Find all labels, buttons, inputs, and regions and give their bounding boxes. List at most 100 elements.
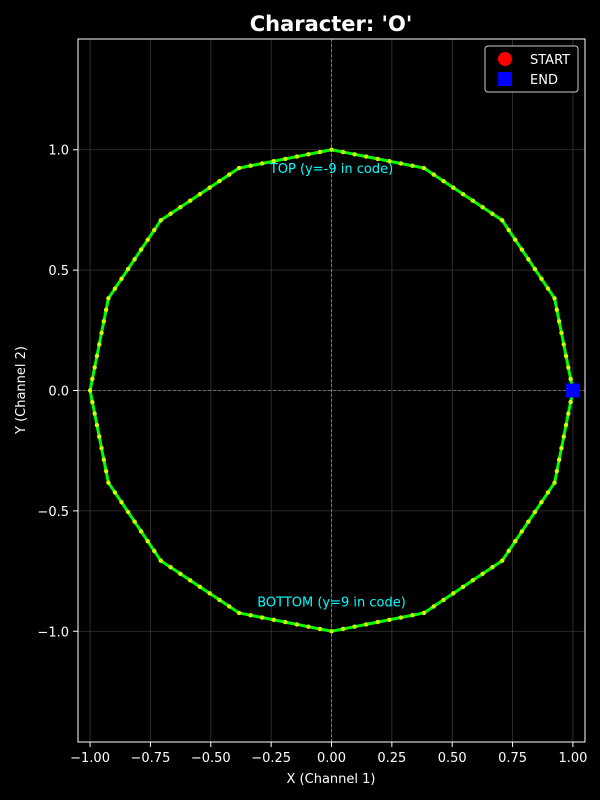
trajectory-point — [431, 172, 436, 177]
trajectory-point — [317, 626, 323, 632]
zero-crosshair — [78, 39, 585, 742]
trajectory-point — [158, 558, 164, 563]
trajectory-point — [490, 211, 495, 216]
trajectory-point — [490, 565, 495, 570]
legend: START END — [484, 45, 579, 93]
trajectory-point — [259, 161, 265, 166]
trajectory-point — [294, 154, 300, 159]
trajectory-point — [283, 156, 288, 162]
trajectory-point — [499, 558, 505, 563]
trajectory-point — [532, 509, 538, 515]
trajectory-point — [480, 571, 485, 576]
trajectory-point — [398, 161, 404, 166]
trajectory-point — [145, 237, 150, 242]
trajectory-point — [197, 191, 203, 197]
x-tick-label: −1.00 — [70, 751, 110, 766]
trajectory-point — [499, 218, 505, 223]
trajectory-point — [132, 519, 137, 524]
trajectory-point — [112, 286, 118, 291]
trajectory-point — [431, 604, 436, 609]
y-tick-label: −0.5 — [37, 505, 69, 520]
trajectory-point — [506, 548, 511, 554]
trajectory-point — [197, 584, 203, 590]
trajectory-point — [187, 198, 193, 203]
trajectory-point — [101, 457, 107, 462]
trajectory-point — [363, 154, 369, 159]
trajectory-point — [506, 227, 511, 233]
trajectory-point — [158, 218, 164, 223]
y-axis-label: Y (Channel 2) — [14, 346, 29, 435]
x-tick-label: 0.25 — [377, 751, 406, 766]
annotation-layer: TOP (y=-9 in code) BOTTOM (y=9 in code) — [257, 162, 406, 610]
annotation-bottom: BOTTOM (y=9 in code) — [257, 595, 406, 610]
trajectory-point — [554, 468, 560, 474]
trajectory-point — [97, 434, 102, 439]
trajectory-point — [513, 237, 518, 242]
trajectory-point — [441, 597, 446, 603]
trajectory-point — [271, 617, 276, 623]
trajectory-point — [552, 296, 557, 301]
trajectory-point — [187, 578, 193, 583]
trajectory-point — [470, 578, 476, 583]
trajectory-point — [561, 434, 566, 439]
trajectory-point — [559, 330, 564, 336]
x-tick-label: −0.25 — [251, 751, 291, 766]
trajectory-point — [556, 457, 562, 462]
trajectory-point — [112, 490, 118, 495]
trajectory-point — [236, 610, 242, 616]
x-tick-label: 0.75 — [498, 751, 527, 766]
trajectory-point — [101, 319, 107, 324]
trajectory-point — [552, 480, 557, 485]
trajectory-point — [352, 152, 357, 157]
trajectory-point — [340, 149, 346, 155]
trajectory-point — [568, 399, 573, 405]
trajectory-point — [178, 571, 183, 576]
trajectory-point — [168, 211, 173, 216]
trajectory-point — [451, 591, 456, 596]
trajectory-point — [125, 266, 131, 272]
trajectory-point — [283, 619, 288, 625]
trajectory-point — [217, 178, 222, 184]
trajectory-point — [363, 622, 369, 627]
trajectory-point — [387, 617, 392, 623]
trajectory-point — [106, 296, 111, 301]
trajectory-point — [545, 490, 551, 495]
trajectory-point — [451, 185, 456, 190]
trajectory-point — [138, 529, 144, 534]
trajectory-point — [103, 468, 109, 474]
trajectory-point — [375, 156, 380, 162]
trajectory-point — [99, 445, 104, 451]
trajectory-point — [259, 615, 265, 620]
trajectory-point — [410, 163, 415, 168]
trajectory-point — [545, 286, 551, 291]
trajectory-point — [119, 276, 124, 281]
trajectory-point — [421, 610, 427, 616]
trajectory-point — [119, 500, 124, 505]
tick-layer: −1.00 −0.75 −0.50 −0.25 0.00 0.25 0.50 0.75 1.00… — [37, 144, 587, 766]
x-tick-label: −0.75 — [131, 751, 171, 766]
trajectory-point — [526, 257, 531, 262]
trajectory-point — [207, 185, 212, 190]
trajectory-point — [329, 147, 334, 152]
y-tick-label: 1.0 — [48, 144, 69, 159]
trajectory-point — [340, 626, 346, 632]
trajectory-point — [207, 591, 212, 596]
chart-title: Character: 'O' — [250, 12, 413, 36]
annotation-top: TOP (y=-9 in code) — [269, 162, 393, 177]
legend-start-label: START — [530, 53, 570, 68]
trajectory-point — [306, 152, 311, 157]
trajectory-point — [470, 198, 476, 203]
data-layer — [87, 147, 580, 634]
trajectory-point — [97, 342, 102, 347]
x-tick-label: 1.00 — [558, 751, 587, 766]
trajectory-point — [227, 172, 232, 177]
trajectory-point — [513, 539, 518, 544]
trajectory-point — [556, 319, 562, 324]
trajectory-point — [236, 165, 242, 171]
trajectory-point — [227, 604, 232, 609]
trajectory-point — [532, 266, 538, 272]
trajectory-point — [563, 422, 569, 428]
trajectory-point — [90, 399, 95, 405]
y-tick-label: 0.0 — [48, 385, 69, 400]
